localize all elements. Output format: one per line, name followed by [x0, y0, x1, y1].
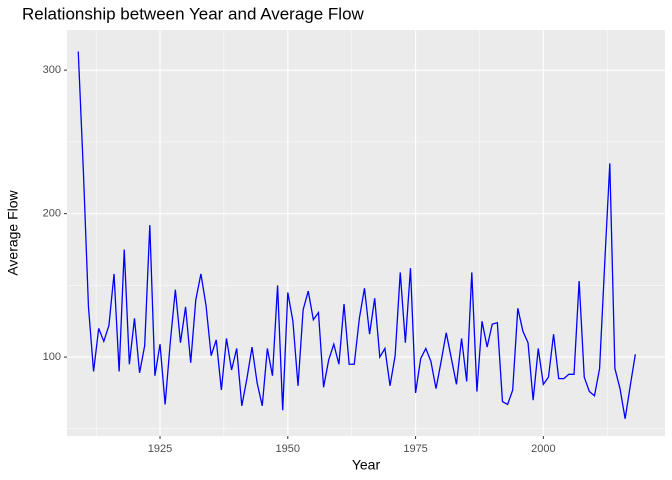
y-tick-label: 300 — [43, 64, 61, 76]
y-tick-label: 100 — [43, 351, 61, 363]
x-tick-label: 1925 — [148, 443, 172, 455]
x-axis-title: Year — [352, 457, 381, 473]
line — [77, 51, 636, 419]
x-tick-label: 1950 — [276, 443, 300, 455]
panel — [67, 30, 665, 436]
chart-title: Relationship between Year and Average Fl… — [22, 4, 365, 23]
x-tick-label: 1975 — [403, 443, 427, 455]
y-axis-title: Average Flow — [5, 189, 21, 275]
x-tick-label: 2000 — [531, 443, 555, 455]
y-tick-label: 200 — [43, 208, 61, 220]
